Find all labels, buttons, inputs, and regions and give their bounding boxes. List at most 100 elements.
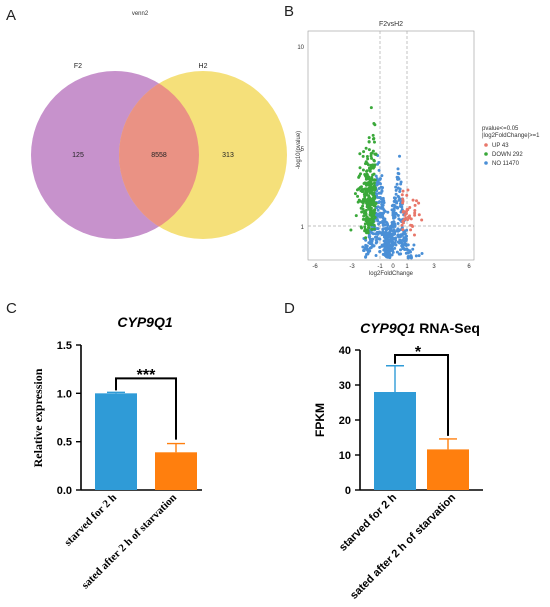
volcano-point-down bbox=[363, 181, 367, 185]
volcano-point-no bbox=[383, 217, 387, 221]
volcano-point-up bbox=[415, 199, 419, 203]
legend-marker-no bbox=[484, 161, 488, 165]
volcano-legend: pvalue<=0.05 |log2FoldChange|>=1 UP 43 D… bbox=[482, 126, 540, 167]
volcano-point-up bbox=[409, 217, 413, 221]
volcano-point-no bbox=[381, 214, 385, 218]
volcano-point-down bbox=[367, 167, 371, 171]
volcano-point-down bbox=[360, 210, 364, 214]
volcano-point-down bbox=[353, 192, 357, 196]
volcano-point-down bbox=[367, 140, 371, 144]
volcano-point-no bbox=[364, 243, 368, 247]
volcano-point-no bbox=[392, 236, 396, 240]
volcano-point-no bbox=[398, 189, 402, 193]
volcano-point-no bbox=[381, 219, 385, 223]
volcano-xlabel: log2FoldChange bbox=[369, 271, 414, 277]
chart-c-significance: *** bbox=[137, 367, 156, 384]
volcano-point-down bbox=[361, 199, 365, 203]
volcano-point-no bbox=[371, 244, 375, 248]
volcano-point-no bbox=[402, 230, 406, 234]
volcano-point-down bbox=[371, 210, 375, 214]
volcano-point-down bbox=[359, 172, 363, 176]
volcano-point-down bbox=[367, 225, 371, 229]
volcano-point-no bbox=[399, 180, 403, 184]
volcano-point-down bbox=[363, 162, 367, 166]
volcano-point-no bbox=[391, 249, 395, 253]
volcano-point-no bbox=[394, 200, 398, 204]
volcano-point-down bbox=[368, 178, 372, 182]
volcano-point-no bbox=[378, 196, 382, 200]
volcano-point-no bbox=[411, 247, 415, 251]
volcano-point-down bbox=[371, 137, 375, 141]
volcano-point-no bbox=[395, 182, 399, 186]
panel-b: B F2vsH2 10 5 1 -6 -3 -1 0 1 3 6 log2Fol… bbox=[284, 3, 540, 277]
volcano-point-down bbox=[361, 201, 365, 205]
volcano-point-no bbox=[397, 172, 401, 176]
volcano-point-down bbox=[356, 200, 360, 204]
volcano-point-down bbox=[371, 178, 375, 182]
volcano-xtick-m6: -6 bbox=[312, 264, 318, 270]
volcano-point-down bbox=[367, 182, 371, 186]
volcano-point-no bbox=[383, 251, 387, 255]
volcano-point-down bbox=[365, 219, 369, 223]
volcano-point-no bbox=[377, 161, 381, 165]
volcano-point-no bbox=[363, 246, 367, 250]
volcano-point-up bbox=[401, 201, 405, 205]
volcano-point-no bbox=[398, 252, 402, 256]
volcano-point-down bbox=[369, 106, 373, 110]
volcano-point-down bbox=[364, 192, 368, 196]
legend-marker-down bbox=[484, 152, 488, 156]
volcano-point-down bbox=[371, 213, 375, 217]
volcano-point-no bbox=[404, 247, 408, 251]
volcano-point-up bbox=[417, 201, 421, 205]
volcano-ytick-1: 1 bbox=[301, 225, 305, 231]
volcano-point-no bbox=[391, 203, 395, 207]
chart-d-title-gene: CYP9Q1 bbox=[360, 320, 415, 336]
chart-d-significance: * bbox=[415, 344, 422, 361]
volcano-point-up bbox=[406, 188, 410, 192]
volcano-point-no bbox=[414, 254, 418, 258]
volcano-point-no bbox=[379, 191, 383, 195]
volcano-point-no bbox=[396, 234, 400, 238]
volcano-point-down bbox=[372, 191, 376, 195]
volcano-xtick-1: 1 bbox=[405, 264, 409, 270]
volcano-point-no bbox=[380, 233, 384, 237]
volcano-point-no bbox=[404, 251, 408, 255]
volcano-point-no bbox=[364, 255, 368, 259]
volcano-point-down bbox=[361, 217, 365, 221]
volcano-point-no bbox=[380, 203, 384, 207]
volcano-point-down bbox=[365, 154, 369, 158]
volcano-ylabel: -log10(pvalue) bbox=[296, 131, 302, 169]
volcano-point-up bbox=[404, 212, 408, 216]
volcano-point-down bbox=[370, 156, 374, 160]
volcano-point-no bbox=[420, 251, 424, 255]
volcano-point-no bbox=[378, 249, 382, 253]
volcano-point-no bbox=[390, 244, 394, 248]
volcano-point-up bbox=[409, 223, 413, 227]
volcano-point-no bbox=[364, 238, 368, 242]
volcano-point-no bbox=[398, 235, 402, 239]
volcano-point-down bbox=[373, 152, 377, 156]
volcano-ytick-10: 10 bbox=[297, 45, 304, 51]
volcano-point-no bbox=[389, 225, 393, 229]
volcano-ytick-5: 5 bbox=[301, 147, 305, 153]
volcano-point-no bbox=[388, 230, 392, 234]
volcano-point-no bbox=[398, 154, 402, 158]
volcano-point-down bbox=[363, 222, 367, 226]
volcano-point-no bbox=[366, 248, 370, 252]
chart-c-title: CYP9Q1 bbox=[117, 314, 172, 330]
panel-label-c: C bbox=[6, 300, 17, 317]
volcano-point-up bbox=[405, 193, 409, 197]
volcano-point-no bbox=[394, 188, 398, 192]
volcano-point-down bbox=[371, 133, 375, 137]
volcano-point-down bbox=[367, 136, 371, 140]
volcano-point-no bbox=[406, 243, 410, 247]
volcano-point-down bbox=[362, 150, 366, 154]
volcano-point-no bbox=[396, 221, 400, 225]
volcano-xtick-3: 3 bbox=[432, 264, 436, 270]
volcano-legend-title-line1: pvalue<=0.05 bbox=[482, 126, 519, 132]
volcano-point-down bbox=[362, 214, 366, 218]
volcano-point-up bbox=[405, 207, 409, 211]
panel-label-b: B bbox=[284, 3, 294, 20]
volcano-point-no bbox=[370, 242, 374, 246]
